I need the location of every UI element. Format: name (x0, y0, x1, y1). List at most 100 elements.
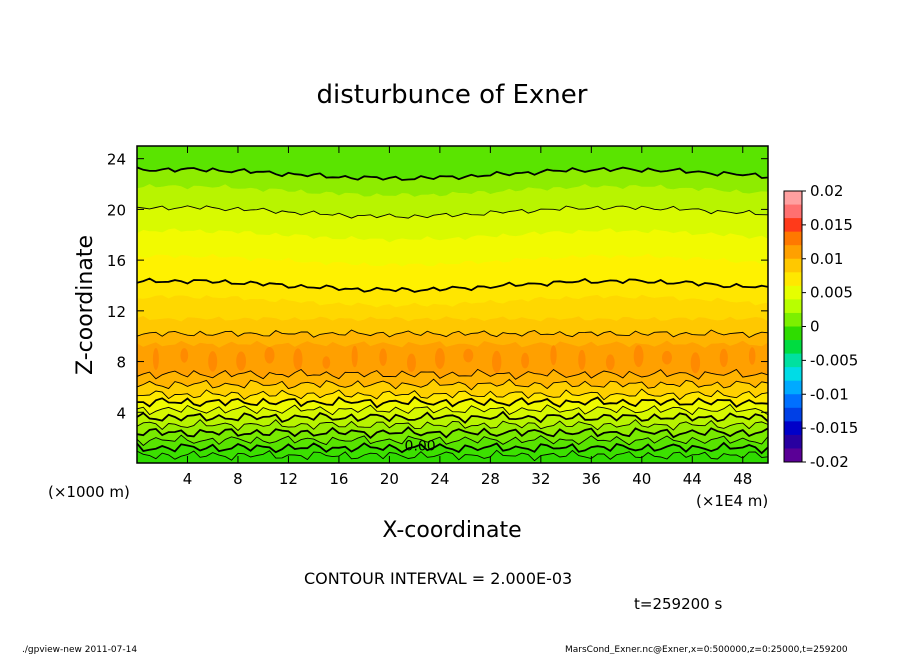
contour-maximum-blob (690, 352, 701, 374)
colorbar-segment (784, 367, 802, 382)
colorbar-segment (784, 312, 802, 327)
contour-maximum-blob (633, 345, 644, 368)
colorbar-tick-label: 0.02 (810, 182, 843, 200)
contour-maximum-blob (180, 348, 189, 363)
colorbar-segment (784, 407, 802, 422)
contour-maximum-blob (578, 349, 586, 370)
x-tick-label: 4 (183, 470, 193, 488)
contour-maximum-blob (236, 351, 247, 371)
colorbar-tick-label: 0.015 (810, 216, 853, 234)
x-tick-label: 28 (481, 470, 500, 488)
colorbar-tick-label: -0.005 (810, 351, 858, 369)
colorbar-tick-label: -0.01 (810, 385, 849, 403)
contour-line (137, 449, 768, 462)
contour-line (137, 403, 768, 416)
x-tick-label: 48 (733, 470, 752, 488)
contour-line (137, 277, 768, 293)
contour-maximum-blob (152, 348, 159, 370)
colorbar-segment (784, 434, 802, 449)
contour-maximum-blob (407, 353, 416, 372)
contour-maximum-blob (662, 350, 672, 365)
x-axis-label: X-coordinate (382, 518, 521, 543)
colorbar-segment (784, 258, 802, 273)
x-tick-label: 8 (233, 470, 243, 488)
contour-maximum-blob (719, 348, 728, 368)
y-tick-label: 12 (107, 303, 126, 321)
contour-line (137, 329, 768, 339)
contour-maximum-blob (351, 345, 358, 368)
contour-line (137, 166, 768, 181)
colorbar-segment (784, 204, 802, 219)
y-axis: 4 8 12 16 20 24 (107, 151, 768, 422)
x-tick-label: 32 (531, 470, 550, 488)
contour-maximum-blob (463, 348, 474, 363)
contour-line (137, 410, 768, 424)
colorbar-segment (784, 394, 802, 409)
chart-title: disturbunce of Exner (317, 80, 588, 110)
colorbar-segment (784, 448, 802, 463)
contour-maximum-blob (521, 352, 530, 369)
colorbar-tick-label: -0.015 (810, 419, 858, 437)
y-axis-label: Z-coordinate (73, 235, 98, 375)
contour-maximum-blob (492, 350, 502, 373)
y-tick-label: 8 (116, 354, 126, 372)
colorbar-tick-label: -0.02 (810, 453, 849, 471)
colorbar-segment (784, 299, 802, 314)
colorbar-segment (784, 245, 802, 260)
colorbar-segment (784, 421, 802, 436)
colorbar-segment (784, 218, 802, 233)
contour-line (137, 205, 768, 219)
x-tick-label: 44 (683, 470, 702, 488)
x-tick-label: 40 (632, 470, 651, 488)
colorbar-tick-label: 0 (810, 318, 820, 336)
contour-label: 0.00 (405, 438, 436, 454)
contour-maximum-blob (605, 354, 615, 371)
plot-frame (136, 145, 769, 464)
colorbar-tick-label: 0.01 (810, 250, 843, 268)
contour-maximum-blob (208, 351, 218, 372)
x-tick-label: 12 (279, 470, 298, 488)
x-axis-unit: (×1E4 m) (696, 492, 768, 510)
colorbar-segment (784, 285, 802, 300)
x-axis: 4 8 12 16 20 24 28 32 36 40 44 48 (183, 146, 752, 488)
plot-area: 0.00 (137, 146, 768, 463)
y-axis-unit: (×1000 m) (48, 483, 130, 501)
colorbar-segment (784, 231, 802, 246)
colorbar-segment (784, 191, 802, 205)
contour-line (137, 419, 768, 432)
contour-maximum-blob (379, 348, 387, 367)
contour-line (137, 378, 768, 391)
footer-left: ./gpview-new 2011-07-14 (22, 645, 137, 654)
colorbar-segment (784, 340, 802, 354)
colorbar-segment (784, 380, 802, 395)
contour-line (137, 388, 768, 401)
time-text: t=259200 s (634, 595, 722, 613)
x-tick-label: 16 (329, 470, 348, 488)
y-tick-label: 20 (107, 201, 126, 219)
colorbar-segment (784, 353, 802, 368)
contour-line (137, 368, 768, 380)
contour-line (137, 395, 768, 409)
contour-maximum-blob (264, 347, 275, 364)
colorbar-segment (784, 272, 802, 287)
contour-line (137, 441, 768, 455)
contour-line (137, 426, 768, 439)
contour-interval-text: CONTOUR INTERVAL = 2.000E-03 (304, 569, 572, 588)
x-tick-label: 24 (430, 470, 449, 488)
y-tick-label: 16 (107, 252, 126, 270)
x-tick-label: 20 (380, 470, 399, 488)
colorbar: 0.02 0.015 0.01 0.005 0 -0.005 -0.01 -0.015 -0.0… (783, 182, 858, 471)
contour-maximum-blob (435, 348, 445, 369)
colorbar-segment (784, 326, 802, 341)
colorbar-tick-label: 0.005 (810, 284, 853, 302)
contour-maximum-blob (550, 345, 557, 366)
y-tick-label: 4 (116, 404, 126, 422)
contour-maximum-blob (322, 356, 331, 369)
contour-maximum-blob (748, 347, 756, 365)
contour-line (137, 434, 768, 447)
x-tick-label: 36 (582, 470, 601, 488)
y-tick-label: 24 (107, 151, 126, 169)
footer-right: MarsCond_Exner.nc@Exner,x=0:500000,z=0:2… (565, 645, 848, 654)
contour-maximum-blob (293, 348, 303, 371)
